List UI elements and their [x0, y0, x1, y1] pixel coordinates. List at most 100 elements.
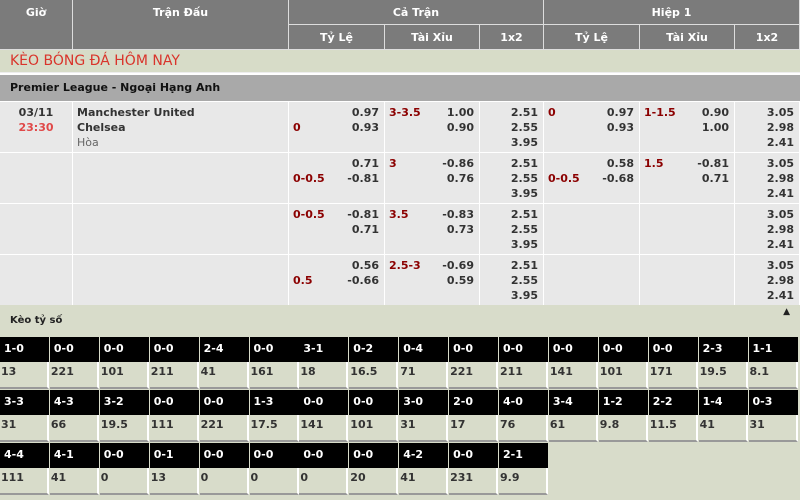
- handicap-odds[interactable]: 0.56: [351, 259, 379, 272]
- score-odds[interactable]: 161: [249, 362, 299, 389]
- score-cell[interactable]: 0-0 101: [349, 390, 399, 442]
- triangle-up-icon[interactable]: ▲: [783, 307, 790, 317]
- score-cell[interactable]: 2-4 41: [199, 337, 249, 389]
- score-cell[interactable]: 0-0 221: [449, 337, 499, 389]
- score-cell[interactable]: 4-2 41: [399, 443, 449, 495]
- score-odds[interactable]: 76: [499, 415, 548, 442]
- away-team[interactable]: Chelsea: [77, 121, 126, 134]
- score-cell[interactable]: 0-0 101: [99, 337, 149, 389]
- h1-1x2-odds[interactable]: 3.05: [766, 157, 794, 170]
- 1x2-odds[interactable]: 2.51: [510, 106, 538, 119]
- score-odds[interactable]: 41: [199, 362, 249, 389]
- score-odds[interactable]: 31: [399, 415, 449, 442]
- score-cell[interactable]: 2-3 19.5: [698, 337, 748, 389]
- score-cell[interactable]: 1-3 17.5: [249, 390, 299, 442]
- over-under-odds[interactable]: 0.73: [446, 223, 474, 236]
- over-under-odds[interactable]: -0.83: [442, 208, 474, 221]
- score-cell[interactable]: 0-0 101: [598, 337, 648, 389]
- score-odds[interactable]: 221: [49, 362, 99, 389]
- score-odds[interactable]: 31: [0, 415, 49, 442]
- over-under-odds[interactable]: -0.86: [442, 157, 474, 170]
- score-cell[interactable]: 0-0 221: [49, 337, 99, 389]
- score-cell[interactable]: 1-2 9.8: [598, 390, 648, 442]
- 1x2-odds[interactable]: 3.95: [510, 187, 538, 200]
- score-odds[interactable]: 19.5: [698, 362, 748, 389]
- score-cell[interactable]: 1-1 8.1: [748, 337, 798, 389]
- h1-1x2-odds[interactable]: 2.98: [766, 274, 794, 287]
- score-cell[interactable]: 2-1 9.9: [499, 443, 548, 495]
- score-odds[interactable]: 41: [49, 468, 99, 495]
- score-cell[interactable]: 4-3 66: [49, 390, 99, 442]
- over-under-odds[interactable]: 0.59: [446, 274, 474, 287]
- h1-1x2-odds[interactable]: 2.41: [766, 136, 794, 149]
- score-cell[interactable]: 0-0 211: [499, 337, 548, 389]
- handicap-odds[interactable]: 0.71: [351, 157, 379, 170]
- h1-1x2-odds[interactable]: 3.05: [766, 259, 794, 272]
- score-cell[interactable]: 0-0 211: [149, 337, 199, 389]
- home-team[interactable]: Manchester United: [77, 106, 195, 119]
- score-odds[interactable]: 31: [748, 415, 798, 442]
- over-under-odds[interactable]: 1.00: [446, 106, 474, 119]
- score-odds[interactable]: 20: [349, 468, 399, 495]
- score-odds[interactable]: 101: [99, 362, 149, 389]
- score-odds[interactable]: 111: [0, 468, 49, 495]
- h1-handicap-odds[interactable]: 0.97: [606, 106, 634, 119]
- over-under-odds[interactable]: 0.90: [446, 121, 474, 134]
- score-odds[interactable]: 101: [349, 415, 399, 442]
- score-odds[interactable]: 71: [399, 362, 449, 389]
- over-under-odds[interactable]: -0.69: [442, 259, 474, 272]
- 1x2-odds[interactable]: 2.55: [510, 121, 538, 134]
- 1x2-odds[interactable]: 2.55: [510, 172, 538, 185]
- handicap-odds[interactable]: -0.81: [347, 208, 379, 221]
- score-odds[interactable]: 19.5: [99, 415, 149, 442]
- score-odds[interactable]: 16.5: [349, 362, 399, 389]
- score-cell[interactable]: 0-0 141: [548, 337, 598, 389]
- score-cell[interactable]: 4-0 76: [499, 390, 548, 442]
- score-cell[interactable]: 0-0 0: [199, 443, 249, 495]
- score-odds[interactable]: 18: [299, 362, 349, 389]
- score-odds[interactable]: 211: [149, 362, 199, 389]
- score-cell[interactable]: 0-0 141: [299, 390, 349, 442]
- 1x2-odds[interactable]: 2.55: [510, 274, 538, 287]
- score-cell[interactable]: 0-3 31: [748, 390, 798, 442]
- 1x2-odds[interactable]: 3.95: [510, 238, 538, 251]
- score-odds[interactable]: 141: [548, 362, 598, 389]
- 1x2-odds[interactable]: 3.95: [510, 136, 538, 149]
- score-odds[interactable]: 41: [399, 468, 449, 495]
- h1-1x2-odds[interactable]: 2.98: [766, 223, 794, 236]
- 1x2-odds[interactable]: 3.95: [510, 289, 538, 302]
- score-cell[interactable]: 0-0 171: [648, 337, 698, 389]
- score-cell[interactable]: 0-0 161: [249, 337, 299, 389]
- h1-1x2-odds[interactable]: 2.98: [766, 172, 794, 185]
- score-cell[interactable]: 0-0 20: [349, 443, 399, 495]
- 1x2-odds[interactable]: 2.51: [510, 208, 538, 221]
- score-odds[interactable]: 141: [299, 415, 349, 442]
- handicap-odds[interactable]: 0.93: [351, 121, 379, 134]
- score-cell[interactable]: 1-0 13: [0, 337, 49, 389]
- correct-score-header[interactable]: Kèo tỷ số: [0, 305, 800, 336]
- score-odds[interactable]: 231: [449, 468, 499, 495]
- score-cell[interactable]: 1-4 41: [698, 390, 748, 442]
- h1-handicap-odds[interactable]: -0.68: [602, 172, 634, 185]
- score-cell[interactable]: 3-0 31: [399, 390, 449, 442]
- score-cell[interactable]: 0-0 231: [449, 443, 499, 495]
- handicap-odds[interactable]: 0.71: [351, 223, 379, 236]
- h1-1x2-odds[interactable]: 3.05: [766, 208, 794, 221]
- score-odds[interactable]: 171: [648, 362, 698, 389]
- score-odds[interactable]: 0: [199, 468, 249, 495]
- score-cell[interactable]: 2-2 11.5: [648, 390, 698, 442]
- score-odds[interactable]: 9.8: [598, 415, 648, 442]
- score-cell[interactable]: 3-2 19.5: [99, 390, 149, 442]
- h1-1x2-odds[interactable]: 2.98: [766, 121, 794, 134]
- score-cell[interactable]: 0-0 0: [99, 443, 149, 495]
- score-cell[interactable]: 0-4 71: [399, 337, 449, 389]
- score-cell[interactable]: 3-1 18: [299, 337, 349, 389]
- handicap-odds[interactable]: -0.81: [347, 172, 379, 185]
- score-odds[interactable]: 66: [49, 415, 99, 442]
- h1-1x2-odds[interactable]: 2.41: [766, 289, 794, 302]
- score-odds[interactable]: 9.9: [499, 468, 548, 495]
- h1-over-under-odds[interactable]: 0.90: [701, 106, 729, 119]
- score-odds[interactable]: 101: [598, 362, 648, 389]
- h1-over-under-odds[interactable]: 1.00: [701, 121, 729, 134]
- h1-1x2-odds[interactable]: 3.05: [766, 106, 794, 119]
